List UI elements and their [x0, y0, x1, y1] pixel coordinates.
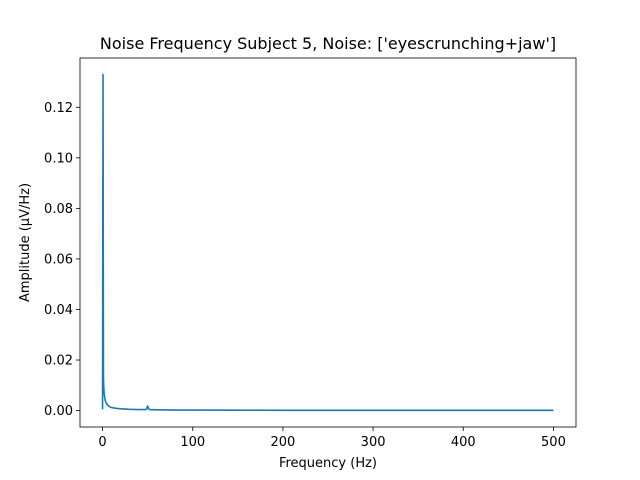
- data-layer: [101, 73, 554, 412]
- y-axis: 0.00 0.02 0.04 0.06 0.08 0.10 0.12: [44, 101, 80, 419]
- x-tick-label: 400: [451, 435, 476, 450]
- y-axis-label: Amplitude (µV/Hz): [18, 183, 33, 302]
- x-axis-label: Frequency (Hz): [279, 456, 377, 471]
- x-tick-label: 300: [361, 435, 386, 450]
- y-tick-label: 0.06: [44, 252, 73, 267]
- x-tick-label: 500: [541, 435, 566, 450]
- y-tick-label: 0.10: [44, 151, 73, 166]
- y-tick-label: 0.08: [44, 202, 73, 217]
- x-tick-label: 200: [270, 435, 295, 450]
- y-tick-label: 0.00: [44, 404, 73, 419]
- series-line: [101, 73, 554, 412]
- plot-frame: [79, 57, 577, 428]
- x-tick-label: 0: [98, 435, 106, 450]
- x-tick-label: 100: [180, 435, 205, 450]
- y-tick-label: 0.04: [44, 303, 73, 318]
- y-tick-label: 0.02: [44, 354, 73, 369]
- y-tick-label: 0.12: [44, 101, 73, 116]
- plot-area: [79, 57, 577, 428]
- chart-title: Noise Frequency Subject 5, Noise: ['eyes…: [100, 34, 556, 53]
- x-axis: 0 100 200 300 400 500: [98, 427, 566, 450]
